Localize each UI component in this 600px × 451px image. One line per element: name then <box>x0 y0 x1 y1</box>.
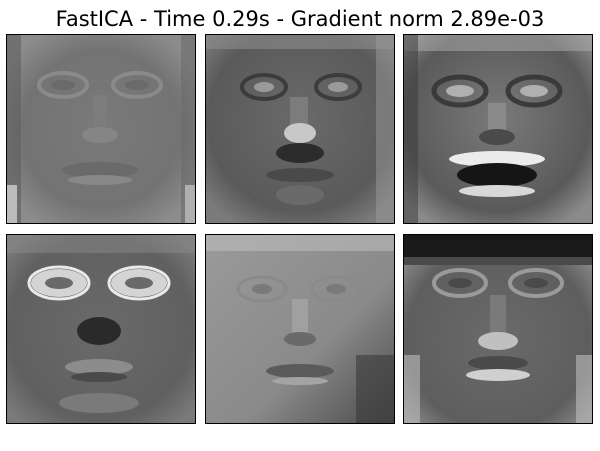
face-image-3 <box>404 35 592 223</box>
face-image-grid <box>6 34 595 425</box>
face-panel-1 <box>6 34 196 224</box>
figure-title: FastICA - Time 0.29s - Gradient norm 2.8… <box>55 7 545 31</box>
face-panel-2 <box>205 34 395 224</box>
face-panel-3 <box>403 34 593 224</box>
face-panel-6 <box>403 234 593 424</box>
face-image-2 <box>206 35 394 223</box>
face-image-4 <box>7 235 195 423</box>
face-panel-4 <box>6 234 196 424</box>
face-image-1 <box>7 35 195 223</box>
face-image-5 <box>206 235 394 423</box>
face-panel-5 <box>205 234 395 424</box>
face-image-6 <box>404 235 592 423</box>
